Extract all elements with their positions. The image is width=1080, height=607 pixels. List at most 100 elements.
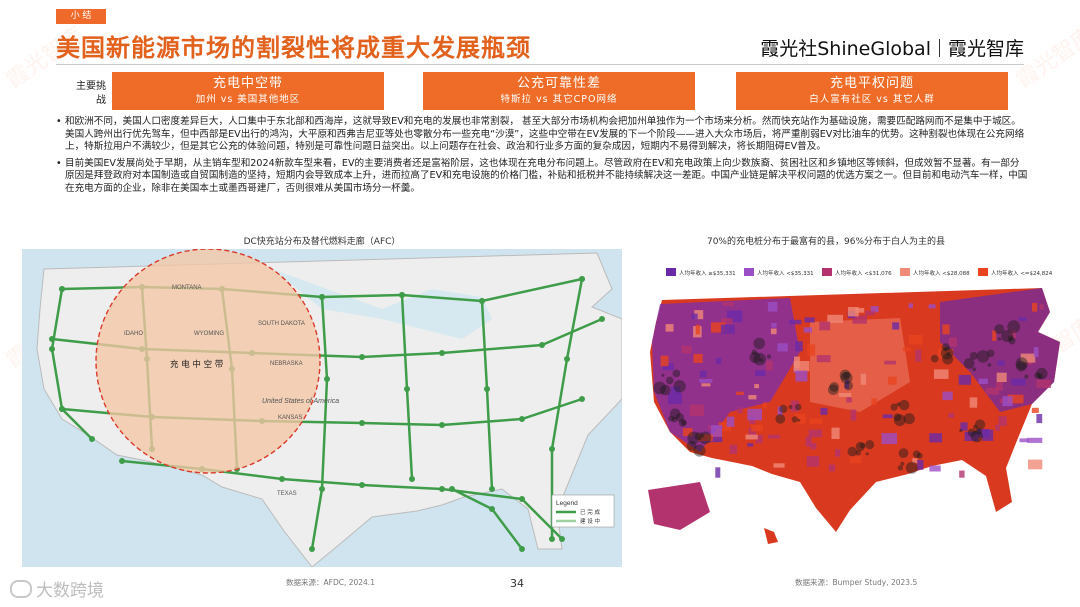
charging-station-dot bbox=[701, 434, 705, 438]
challenges-label: 主要挑战 bbox=[76, 81, 106, 106]
charging-station-dot bbox=[1015, 357, 1028, 370]
legend-swatch bbox=[744, 268, 754, 276]
income-legend-item: 人均年收入 <$31,076 bbox=[822, 268, 892, 277]
legend-label: 人均年收入 <$35,331 bbox=[757, 269, 814, 277]
charging-station-dot bbox=[1036, 367, 1048, 380]
county-patch bbox=[668, 393, 682, 404]
charging-station-dot bbox=[797, 418, 801, 422]
legend-swatch bbox=[978, 268, 988, 276]
charging-station-dot bbox=[666, 376, 674, 385]
county-patch bbox=[790, 400, 799, 412]
legend-swatch bbox=[822, 268, 832, 276]
charging-station-dot bbox=[903, 413, 915, 425]
charging-station-dot bbox=[759, 358, 764, 363]
bullet-item: 和欧洲不同，美国人口密度差异巨大，人口集中于东北部和西海岸，这就导致EV和充电的… bbox=[56, 116, 1028, 154]
county-patch bbox=[917, 460, 924, 470]
charging-station-dot bbox=[893, 414, 906, 427]
state-label-idaho: IDAHO bbox=[124, 331, 143, 337]
charging-station-dot bbox=[973, 424, 978, 430]
charging-station-dot bbox=[59, 286, 65, 292]
section-tag: 小 结 bbox=[56, 9, 106, 24]
county-patch bbox=[694, 310, 704, 320]
county-patch bbox=[807, 344, 816, 356]
charging-station-dot bbox=[539, 342, 545, 348]
charging-station-dot bbox=[916, 452, 923, 459]
charging-hollow-zone bbox=[95, 249, 321, 474]
challenge-title: 公充可靠性差 bbox=[516, 76, 601, 91]
county-patch bbox=[699, 379, 713, 383]
great-lakes bbox=[272, 269, 492, 339]
state-label-nebraska: NEBRASKA bbox=[270, 361, 303, 367]
summary-bullets: 和欧洲不同，美国人口密度差异巨大，人口集中于东北部和西海岸，这就导致EV和充电的… bbox=[56, 116, 1028, 200]
county-patch bbox=[766, 360, 773, 371]
county-patch bbox=[1036, 414, 1043, 424]
county-patch bbox=[671, 386, 681, 395]
county-patch bbox=[850, 409, 857, 421]
corridor-road bbox=[310, 295, 329, 551]
county-patch bbox=[683, 428, 693, 437]
county-patch bbox=[908, 303, 913, 308]
logo-shineglobal: 霞光社ShineGlobal bbox=[760, 38, 931, 60]
county-patch bbox=[721, 318, 733, 325]
county-patch bbox=[1027, 437, 1043, 443]
charging-station-dot bbox=[669, 408, 681, 420]
charging-station-dot bbox=[519, 496, 525, 502]
charging-station-dot bbox=[843, 381, 853, 391]
county-patch bbox=[662, 363, 674, 371]
charging-station-dot bbox=[865, 440, 875, 450]
charging-station-dot bbox=[694, 432, 703, 441]
charging-station-dot bbox=[404, 386, 410, 392]
county-patch bbox=[860, 373, 867, 385]
county-patch bbox=[748, 395, 757, 400]
northeast-region-wealthy bbox=[940, 288, 1060, 412]
county-patch bbox=[1033, 347, 1039, 358]
county-patch bbox=[1028, 459, 1043, 470]
county-patch bbox=[1009, 330, 1016, 339]
charging-station-dot bbox=[439, 422, 445, 428]
county-patch bbox=[729, 444, 738, 454]
county-patch bbox=[1020, 353, 1036, 363]
west-region-wealthy bbox=[652, 298, 800, 452]
county-patch bbox=[934, 369, 949, 379]
charging-station-dot bbox=[855, 450, 861, 456]
charging-station-dot bbox=[974, 419, 986, 430]
legend-swatch bbox=[666, 268, 676, 276]
challenge-title: 充电平权问题 bbox=[829, 76, 914, 91]
challenge-card-hollow: 充电中空带 加州 vs 美国其他地区 bbox=[112, 72, 384, 110]
legend-label: 人均年收入 <$28,088 bbox=[913, 269, 970, 277]
county-patch bbox=[882, 414, 893, 419]
county-patch bbox=[1032, 302, 1038, 312]
charging-station-dot bbox=[775, 414, 786, 424]
county-patch bbox=[892, 322, 900, 330]
county-patch bbox=[929, 465, 941, 472]
charging-station-dot bbox=[766, 354, 772, 359]
charging-station-dot bbox=[967, 428, 976, 437]
charging-station-dot bbox=[847, 446, 858, 457]
county-patch bbox=[942, 391, 953, 401]
charging-station-dot bbox=[975, 428, 982, 435]
corridor-road bbox=[550, 277, 584, 541]
county-patch bbox=[881, 433, 898, 445]
legend-item: 已 完 成 bbox=[580, 508, 600, 516]
county-patch bbox=[969, 397, 978, 408]
charging-station-dot bbox=[399, 292, 405, 298]
county-patch bbox=[745, 434, 758, 440]
charging-station-dot bbox=[942, 353, 954, 365]
page-number: 34 bbox=[510, 577, 524, 590]
charging-station-dot bbox=[359, 420, 365, 426]
left-chart-source: 数据来源：AFDC, 2024.1 bbox=[286, 578, 375, 587]
county-patch bbox=[722, 302, 734, 306]
charging-station-dot bbox=[940, 347, 954, 360]
county-patch bbox=[948, 413, 954, 418]
county-patch bbox=[795, 370, 808, 382]
county-patch bbox=[998, 416, 1007, 426]
charging-station-dots bbox=[653, 320, 1048, 474]
legend-label: 人均年收入 ≥$35,331 bbox=[679, 269, 736, 277]
charging-station-dot bbox=[1024, 374, 1029, 379]
footer-brand-name: 大数跨境 bbox=[36, 581, 104, 601]
charging-station-dot bbox=[673, 380, 686, 393]
charging-station-dot bbox=[675, 413, 684, 422]
charging-station-dot bbox=[986, 349, 995, 358]
county-patch bbox=[660, 355, 669, 367]
county-patch bbox=[816, 355, 831, 363]
